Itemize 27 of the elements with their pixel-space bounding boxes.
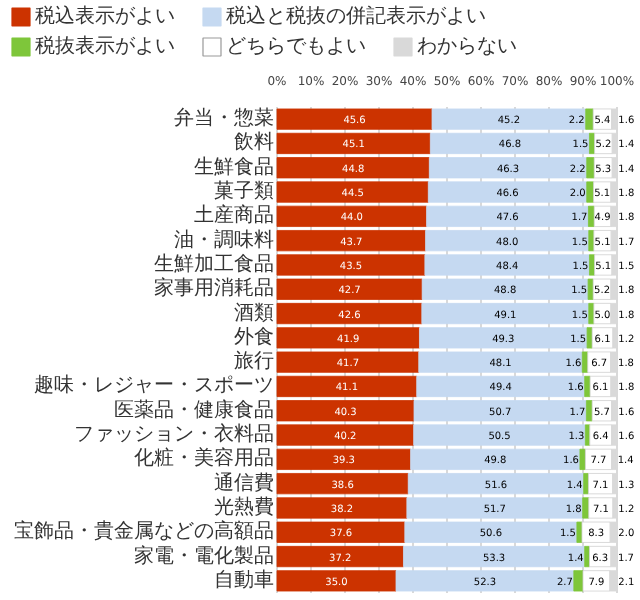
bar: [573, 570, 584, 592]
y-tick-label: 家事用消耗品: [154, 276, 274, 301]
y-tick-label: 酒類: [234, 300, 274, 325]
legend-label: 税抜表示がよい: [35, 34, 175, 58]
legend-label: 税込表示がよい: [35, 4, 175, 28]
y-tick-label: 土産商品: [194, 203, 274, 228]
y-tick-label: ファッション・衣料品: [74, 422, 274, 447]
y-tick-label: 外食: [234, 324, 274, 349]
y-tick-label: 飲料: [234, 130, 274, 155]
legend-label: わからない: [417, 36, 517, 58]
bar: [584, 545, 590, 568]
y-tick-label: 趣味・レジャー・スポーツ: [34, 373, 274, 398]
y-tick-label: 光熱費: [214, 494, 274, 519]
y-tick-label: 自動車: [214, 567, 274, 592]
legend-label: どちらでもよい: [226, 36, 366, 58]
y-tick-label: 通信費: [214, 470, 274, 495]
y-tick-label: 生鮮食品: [194, 154, 274, 179]
y-tick-label: 化粧・美容用品: [134, 446, 274, 471]
y-tick-label: 家電・電化製品: [134, 543, 274, 568]
y-tick-label: 生鮮加工食品: [154, 251, 274, 276]
legend-label: 税込と税抜の併記表示がよい: [226, 4, 486, 28]
y-tick-label: 油・調味料: [174, 227, 274, 252]
y-tick-label: 弁当・惣菜: [174, 106, 274, 131]
y-tick-label: 旅行: [234, 349, 274, 374]
y-tick-label: 菓子類: [214, 179, 274, 204]
y-tick-label: 医薬品・健康食品: [114, 397, 274, 422]
y-tick-label: 宝飾品・貴金属などの高額品: [14, 519, 274, 544]
